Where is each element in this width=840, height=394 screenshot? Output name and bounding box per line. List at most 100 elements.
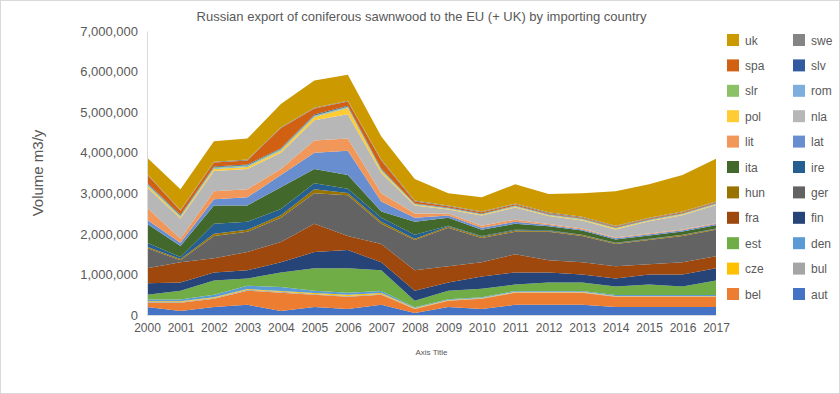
x-tick-label: 2010 [469, 321, 496, 335]
legend-label: slv [811, 59, 826, 73]
legend-swatch [793, 34, 805, 46]
x-tick-label: 2007 [368, 321, 395, 335]
x-tick: 2005 [302, 315, 329, 335]
legend-label: uk [745, 34, 759, 48]
legend-item: lat [793, 135, 824, 149]
x-axis-line [148, 315, 717, 316]
legend-item: est [727, 237, 762, 251]
x-tick: 2010 [469, 315, 496, 335]
legend-label: lit [745, 135, 754, 149]
legend-item: pol [727, 110, 761, 124]
chart-title: Russian export of coniferous sawnwood to… [197, 9, 647, 24]
legend-swatch [793, 263, 805, 275]
legend-label: ita [745, 161, 758, 175]
y-tick-label: 6,000,000 [80, 64, 138, 79]
x-tick-label: 2011 [503, 321, 529, 335]
legend-item: swe [793, 34, 833, 48]
x-tick-label: 2000 [134, 321, 161, 335]
x-tick: 2003 [235, 315, 262, 335]
legend-swatch [793, 110, 805, 122]
legend-item: ger [793, 186, 828, 200]
legend-item: slr [727, 84, 758, 98]
x-tick-label: 2001 [168, 321, 195, 335]
legend-item: hun [727, 186, 765, 200]
legend-swatch [793, 186, 805, 198]
legend-swatch [727, 34, 739, 46]
legend-swatch [727, 136, 739, 148]
legend-item: den [793, 237, 831, 251]
legend-item: lit [727, 135, 754, 149]
legend-label: fra [745, 211, 759, 225]
y-tick: 1,000,000 [80, 267, 147, 282]
legend-item: ita [727, 161, 758, 175]
legend-swatch [793, 288, 805, 300]
area-series [147, 75, 716, 226]
x-tick: 2015 [636, 315, 663, 335]
legend-swatch [793, 237, 805, 249]
x-tick: 2013 [569, 315, 596, 335]
legend-label: aut [811, 288, 828, 302]
legend-item: fin [793, 211, 824, 225]
legend-item: cze [727, 262, 764, 276]
y-tick: 3,000,000 [80, 186, 147, 201]
x-tick-label: 2008 [402, 321, 429, 335]
legend-label: bul [811, 262, 827, 276]
x-tick: 2000 [134, 315, 161, 335]
y-tick: 4,000,000 [80, 145, 147, 160]
y-tick-label: 4,000,000 [80, 145, 138, 160]
legend-label: fin [811, 211, 824, 225]
y-tick: 2,000,000 [80, 227, 147, 242]
y-tick: 5,000,000 [80, 105, 147, 120]
x-tick-label: 2013 [569, 321, 596, 335]
x-tick: 2008 [402, 315, 429, 335]
legend-item: aut [793, 288, 828, 302]
x-tick: 2016 [670, 315, 697, 335]
x-tick: 2017 [703, 315, 730, 335]
legend-swatch [727, 288, 739, 300]
x-tick-label: 2017 [703, 321, 730, 335]
legend-swatch [727, 186, 739, 198]
legend-label: swe [811, 34, 833, 48]
legend: uk swe spa slv slr rom pol nla lit lat ita ire hun ge… [727, 34, 833, 302]
legend-swatch [793, 212, 805, 224]
x-tick-label: 2003 [235, 321, 262, 335]
x-tick-label: 2014 [603, 321, 630, 335]
legend-item: rom [793, 84, 832, 98]
y-axis-line [147, 32, 148, 316]
y-tick-label: 7,000,000 [80, 24, 138, 39]
legend-swatch [727, 212, 739, 224]
y-axis: 01,000,0002,000,0003,000,0004,000,0005,0… [80, 24, 147, 323]
y-tick-label: 5,000,000 [80, 105, 138, 120]
x-tick-label: 2009 [435, 321, 462, 335]
x-tick: 2007 [368, 315, 395, 335]
legend-label: slr [745, 84, 758, 98]
legend-label: ger [811, 186, 828, 200]
legend-item: bul [793, 262, 827, 276]
legend-swatch [727, 161, 739, 173]
legend-swatch [727, 85, 739, 97]
legend-item: nla [793, 110, 827, 124]
x-tick: 2001 [168, 315, 195, 335]
x-tick: 2002 [201, 315, 228, 335]
y-axis-title: Volume m3/y [29, 129, 46, 216]
legend-label: pol [745, 110, 761, 124]
x-tick: 2009 [435, 315, 462, 335]
x-tick: 2006 [335, 315, 362, 335]
y-tick-label: 3,000,000 [80, 186, 138, 201]
chart-background [1, 1, 840, 394]
y-tick: 6,000,000 [80, 64, 147, 79]
x-axis: 2000 2001 2002 2003 2004 2005 2006 2007 2008 2009… [134, 315, 730, 335]
x-tick-label: 2016 [670, 321, 697, 335]
legend-item: ire [793, 161, 825, 175]
legend-label: spa [745, 59, 765, 73]
legend-label: ire [811, 161, 825, 175]
x-tick-label: 2002 [201, 321, 228, 335]
legend-swatch [793, 136, 805, 148]
x-tick-label: 2015 [636, 321, 663, 335]
legend-swatch [727, 110, 739, 122]
legend-label: hun [745, 186, 765, 200]
x-tick: 2004 [268, 315, 295, 335]
legend-label: den [811, 237, 831, 251]
x-tick: 2011 [503, 315, 529, 335]
legend-item: spa [727, 59, 765, 73]
